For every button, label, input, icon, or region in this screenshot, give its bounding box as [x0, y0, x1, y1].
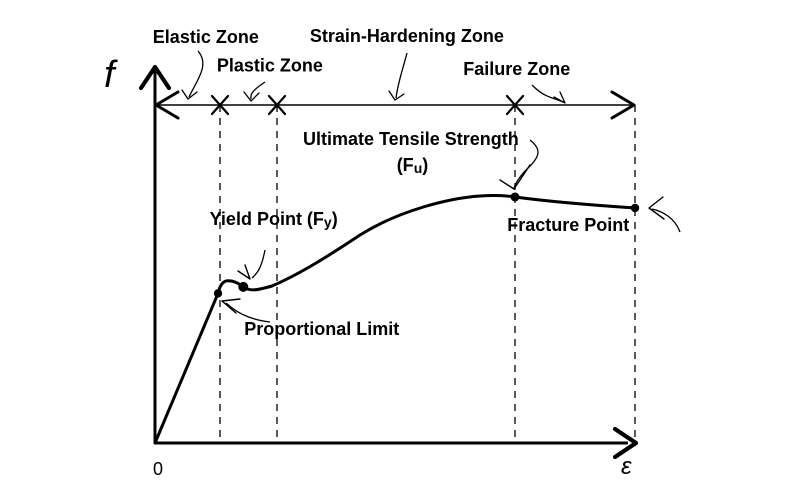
- svg-text:Plastic Zone: Plastic Zone: [217, 56, 323, 76]
- svg-text:0: 0: [153, 459, 163, 479]
- svg-text:Elastic Zone: Elastic Zone: [153, 27, 259, 47]
- svg-text:Failure Zone: Failure Zone: [463, 59, 570, 79]
- svg-text:Yield Point (Fy): Yield Point (Fy): [210, 209, 338, 230]
- svg-text:ε: ε: [621, 453, 632, 480]
- svg-text:Ultimate Tensile Strength: Ultimate Tensile Strength: [303, 129, 519, 149]
- svg-text:Fracture Point: Fracture Point: [507, 215, 629, 235]
- svg-text:(Fu): (Fu): [397, 155, 429, 176]
- svg-text:Strain-Hardening Zone: Strain-Hardening Zone: [310, 26, 504, 46]
